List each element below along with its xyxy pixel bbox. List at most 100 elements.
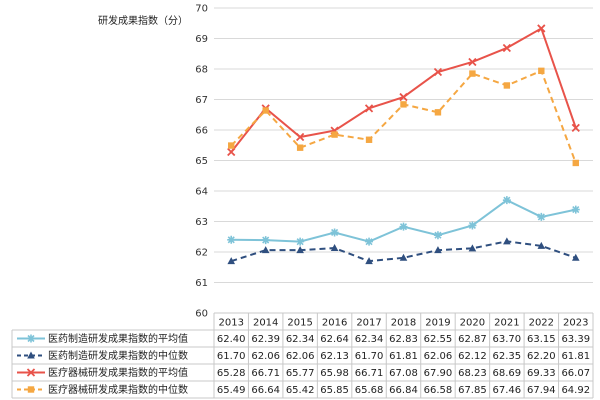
y-tick-label: 62 <box>195 248 208 259</box>
x-tick-label: 2020 <box>460 318 485 329</box>
data-label: 64.92 <box>561 385 590 396</box>
data-label: 62.39 <box>251 334 280 345</box>
y-tick-label: 67 <box>195 95 208 106</box>
data-point-marker <box>433 67 443 77</box>
data-point-marker <box>434 246 442 254</box>
data-point-marker <box>227 147 236 157</box>
legend-key <box>17 386 45 393</box>
series-line <box>230 26 577 153</box>
data-label: 62.13 <box>320 351 349 362</box>
data-point-marker <box>26 368 36 377</box>
data-point-marker <box>399 92 408 102</box>
data-point-marker <box>261 246 270 254</box>
data-point-marker <box>27 334 35 343</box>
data-point-marker <box>468 221 477 230</box>
series-4 <box>228 67 579 167</box>
data-label: 61.81 <box>561 351 590 362</box>
x-tick-label: 2016 <box>322 318 347 329</box>
data-point-marker <box>364 104 374 113</box>
y-tick-label: 66 <box>195 126 208 137</box>
data-label: 62.06 <box>424 351 453 362</box>
series-2 <box>227 237 580 265</box>
x-tick-label: 2014 <box>253 318 278 329</box>
data-label: 62.35 <box>493 351 522 362</box>
data-point-marker <box>261 236 270 245</box>
data-point-marker <box>571 205 580 214</box>
x-tick-label: 2018 <box>391 318 416 329</box>
data-point-marker <box>571 253 580 261</box>
x-tick-label: 2021 <box>494 318 519 329</box>
data-point-marker <box>331 131 338 138</box>
data-label: 65.28 <box>217 368 246 379</box>
data-point-marker <box>27 351 35 359</box>
data-point-marker <box>295 132 305 142</box>
data-label: 65.85 <box>320 385 349 396</box>
data-point-marker <box>330 228 339 237</box>
grid-lines <box>214 7 593 314</box>
y-tick-label: 69 <box>195 34 208 45</box>
y-axis-label: 研发成果指数（分） <box>98 14 188 27</box>
data-label: 66.64 <box>251 385 280 396</box>
data-label: 62.55 <box>424 334 453 345</box>
data-label: 66.71 <box>251 368 280 379</box>
data-label: 62.64 <box>320 334 349 345</box>
legend-label: 医药制造研发成果指数的平均值 <box>48 332 188 345</box>
data-point-marker <box>400 101 407 108</box>
data-label: 68.69 <box>493 368 522 379</box>
data-point-marker <box>538 67 545 75</box>
data-label: 67.46 <box>493 385 522 396</box>
series-lines <box>227 24 580 265</box>
data-point-marker <box>262 107 269 114</box>
data-label: 69.33 <box>527 368 556 379</box>
legend-key <box>17 351 45 359</box>
legend-label: 医药制造研发成果指数的中位数 <box>48 349 188 362</box>
data-label: 62.20 <box>527 351 556 362</box>
data-label: 62.06 <box>286 351 315 362</box>
x-tick-label: 2022 <box>529 318 554 329</box>
data-point-marker <box>399 222 408 231</box>
data-label: 67.85 <box>458 385 487 396</box>
data-label: 61.81 <box>389 351 418 362</box>
data-point-marker <box>434 109 442 116</box>
data-point-marker <box>228 142 235 149</box>
legend-label: 医疗器械研发成果指数的中位数 <box>48 383 188 396</box>
series-line <box>230 69 577 164</box>
x-tick-label: 2017 <box>356 318 381 329</box>
data-label: 66.71 <box>355 368 384 379</box>
data-point-marker <box>503 237 511 245</box>
data-label: 62.12 <box>458 351 487 362</box>
data-label: 62.34 <box>355 334 384 345</box>
data-label: 65.68 <box>355 385 384 396</box>
series-line <box>231 198 576 243</box>
legend-key <box>17 334 45 343</box>
data-point-marker <box>296 246 304 254</box>
data-label: 63.70 <box>493 334 522 345</box>
data-point-marker <box>227 257 236 265</box>
data-point-marker <box>469 70 476 77</box>
x-tick-label: 2023 <box>563 318 588 329</box>
data-label: 68.23 <box>458 368 487 379</box>
data-point-marker <box>433 231 442 240</box>
data-label: 67.94 <box>527 385 556 396</box>
data-label: 63.15 <box>527 334 556 345</box>
data-point-marker <box>571 123 580 133</box>
data-point-marker <box>399 253 408 261</box>
data-point-marker <box>537 212 546 221</box>
data-label: 62.06 <box>251 351 280 362</box>
data-label: 62.34 <box>286 334 315 345</box>
data-point-marker <box>365 257 373 265</box>
y-tick-label: 63 <box>195 217 208 228</box>
series-line <box>230 240 577 263</box>
x-tick-label: 2015 <box>287 318 312 329</box>
data-label: 66.58 <box>424 385 453 396</box>
data-point-marker <box>227 235 236 244</box>
y-tick-label: 70 <box>195 4 208 15</box>
data-point-marker <box>296 237 305 246</box>
data-label: 62.40 <box>217 334 246 345</box>
data-label: 65.77 <box>286 368 315 379</box>
data-point-marker <box>365 136 373 143</box>
data-point-marker <box>537 241 546 249</box>
data-label: 61.70 <box>217 351 246 362</box>
data-point-marker <box>502 196 511 205</box>
